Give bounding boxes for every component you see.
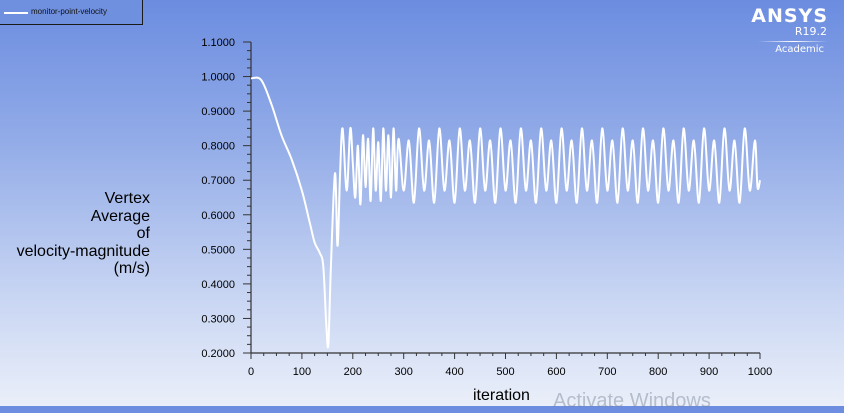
logo-name: ANSYS bbox=[751, 5, 828, 27]
y-axis-label-line: Average bbox=[90, 207, 150, 225]
y-tick-label: 0.7000 bbox=[201, 175, 235, 187]
ansys-logo: ANSYS R19.2 Academic bbox=[751, 6, 828, 55]
x-tick-label: 900 bbox=[700, 366, 718, 378]
x-tick-label: 0 bbox=[248, 366, 254, 378]
axes bbox=[243, 41, 761, 359]
y-axis-label: Vertex Average of velocity-magnitude (m/… bbox=[17, 190, 150, 278]
y-tick-label: 0.2000 bbox=[201, 348, 235, 360]
x-tick-label: 300 bbox=[395, 366, 413, 378]
y-axis-label-line: (m/s) bbox=[113, 260, 150, 277]
y-axis-label-line: velocity-magnitude bbox=[16, 242, 150, 260]
monitor-point-velocity-curve bbox=[250, 76, 761, 349]
x-tick-label: 400 bbox=[445, 366, 463, 378]
logo-divider bbox=[758, 41, 828, 42]
x-tick-label: 200 bbox=[344, 366, 362, 378]
y-axis-label-line: of bbox=[136, 225, 150, 242]
y-tick-label: 0.5000 bbox=[201, 244, 235, 256]
x-tick-label: 800 bbox=[649, 366, 667, 378]
x-tick-label: 100 bbox=[293, 366, 311, 378]
x-tick-label: 600 bbox=[547, 366, 565, 378]
y-tick-label: 0.6000 bbox=[201, 210, 235, 222]
x-axis-label: iteration bbox=[473, 387, 530, 404]
y-tick-label: 0.9000 bbox=[201, 106, 235, 118]
x-tick-label: 500 bbox=[496, 366, 514, 378]
y-tick-label: 0.8000 bbox=[201, 141, 235, 153]
legend-line-swatch bbox=[4, 12, 28, 14]
y-tick-label: 1.0000 bbox=[201, 72, 235, 84]
tick-labels: 0.2000 0.3000 0.4000 0.5000 0.6000 0.7000 0.80… bbox=[201, 37, 772, 378]
activate-windows-watermark: Activate Windows bbox=[553, 390, 711, 412]
logo-edition: Academic bbox=[775, 44, 824, 55]
legend-box: monitor-point-velocity bbox=[0, 0, 143, 25]
logo-version: R19.2 bbox=[794, 25, 827, 38]
x-tick-label: 700 bbox=[598, 366, 616, 378]
y-tick-label: 0.4000 bbox=[201, 279, 235, 291]
y-tick-label: 0.3000 bbox=[201, 313, 235, 325]
x-tick-label: 1000 bbox=[748, 366, 772, 378]
y-tick-label: 1.1000 bbox=[201, 37, 235, 49]
legend-label: monitor-point-velocity bbox=[31, 7, 108, 16]
y-axis-label-line: Vertex bbox=[104, 190, 150, 207]
